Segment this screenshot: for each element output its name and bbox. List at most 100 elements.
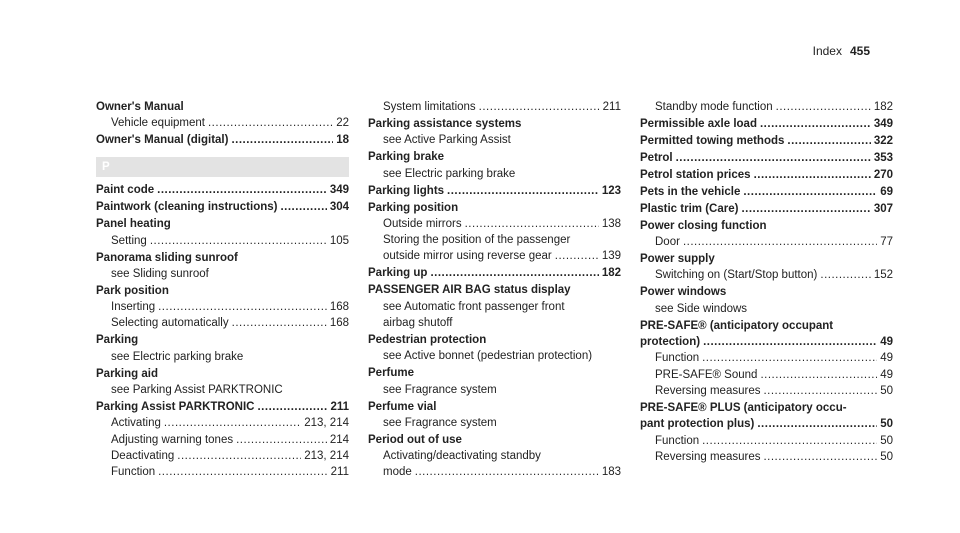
entry-term: Power windows (640, 284, 893, 300)
entry-term-text: Power closing function (640, 219, 767, 232)
entry-term: PRE-SAFE® (anticipatory occupant (640, 318, 893, 334)
entry-term-text: Parking brake (368, 151, 445, 164)
page-ref: 211 (330, 466, 349, 479)
dot-leader (683, 234, 877, 250)
entry-term-text: Permissible axle load (640, 117, 757, 130)
subentry-text: Function (111, 466, 156, 479)
dot-leader (232, 315, 327, 331)
index-entry: Permitted towing methods 322 (640, 133, 893, 150)
entry-term-text: Parking Assist PARKTRONIC (96, 400, 255, 413)
page-ref: 50 (880, 450, 893, 463)
entry-term-text: Permitted towing methods (640, 134, 785, 147)
subentry-text: Standby mode function (655, 101, 773, 113)
entry-term: Plastic trim (Care) 307 (640, 201, 893, 217)
subentry-text: see Fragrance system (383, 416, 497, 429)
subentry-text: Reversing measures (655, 384, 761, 397)
index-entry: Standby mode function 182 (640, 99, 893, 116)
entry-term-text: Pedestrian protection (368, 333, 487, 346)
subentry: Outside mirrors 138 (368, 216, 621, 232)
subentry: Setting 105 (96, 233, 349, 249)
entry-term: Pedestrian protection (368, 332, 621, 348)
dot-leader (787, 133, 870, 149)
index-entry: Period out of use Activating/deactivating… (368, 432, 621, 482)
entry-term: Parking aid (96, 366, 349, 382)
page-ref: 183 (601, 466, 621, 479)
subentry-text: Reversing measures (655, 450, 761, 463)
dot-leader (236, 432, 327, 448)
entry-term: Parking brake (368, 149, 621, 165)
dot-leader (776, 99, 871, 115)
entry-term-text: pant protection plus) (640, 418, 755, 431)
subentry-text: see Active Parking Assist (383, 134, 511, 147)
dot-leader (415, 464, 599, 480)
entry-term: Permitted towing methods 322 (640, 133, 893, 149)
index-entry: Parking up 182 (368, 265, 621, 282)
subentry-text: airbag shutoff (383, 316, 453, 329)
subentry-text: Switching on (Start/Stop button) (655, 269, 818, 282)
entry-term: Parking (96, 332, 349, 348)
dot-leader (820, 267, 870, 283)
entry-gap (368, 481, 621, 482)
subentry: Reversing measures 50 (640, 449, 893, 465)
entry-term: Parking up 182 (368, 265, 621, 281)
dot-leader (158, 464, 328, 480)
index-entry: Paintwork (cleaning instructions) 304 (96, 199, 349, 216)
index-entry: Power closing function Door 77 (640, 218, 893, 251)
entry-term-text: Power supply (640, 253, 715, 266)
page-ref: 49 (880, 352, 893, 365)
index-entry: Plastic trim (Care) 307 (640, 201, 893, 218)
dot-leader (763, 383, 877, 399)
subentry: see Fragrance system (368, 382, 621, 398)
dot-leader (479, 99, 600, 115)
page-ref: 152 (873, 269, 893, 282)
entry-term: pant protection plus) 50 (640, 416, 893, 432)
subentry: Inserting 168 (96, 299, 349, 315)
entry-term-text: Perfume (368, 367, 415, 380)
entry-term-text: Petrol station prices (640, 168, 751, 181)
entry-term: Parking Assist PARKTRONIC 211 (96, 399, 349, 415)
subentry: outside mirror using reverse gear 139 (368, 248, 621, 264)
entry-term-text: Period out of use (368, 433, 462, 446)
entry-gap (96, 480, 349, 481)
page-ref: 213, 214 (304, 417, 349, 430)
subentry: see Fragrance system (368, 415, 621, 431)
index-entry: Parking see Electric parking brake (96, 332, 349, 365)
page-ref: 322 (873, 134, 893, 147)
entry-term-text: Perfume vial (368, 400, 437, 413)
page-ref: 168 (329, 317, 349, 330)
index-entry: Parking position Outside mirrors 138 Storin… (368, 200, 621, 266)
dot-leader (702, 433, 877, 449)
entry-term-text: Paintwork (cleaning instructions) (96, 201, 278, 214)
index-entry: Perfume see Fragrance system (368, 365, 621, 398)
header-title: Index (812, 44, 842, 58)
subentry-text: Function (655, 434, 700, 447)
entry-gap (640, 465, 893, 466)
subentry: see Parking Assist PARKTRONIC (96, 382, 349, 398)
page-ref: 50 (880, 418, 893, 431)
entry-term-text: Petrol (640, 151, 673, 164)
page-ref: 49 (880, 368, 893, 381)
entry-term-text: PRE-SAFE® PLUS (anticipatory occu- (640, 401, 847, 414)
subentry-text: mode (383, 466, 412, 479)
index-entry: Parking Assist PARKTRONIC 211 Activating 21… (96, 399, 349, 481)
subentry-text: Outside mirrors (383, 217, 462, 230)
index-entry: Pedestrian protection see Active bonnet (… (368, 332, 621, 365)
subentry-text: Function (655, 352, 700, 365)
dot-leader (763, 449, 877, 465)
subentry: see Automatic front passenger front (368, 299, 621, 315)
dot-leader (447, 183, 599, 199)
entry-term: Power closing function (640, 218, 893, 234)
subentry-text: Setting (111, 234, 147, 247)
entry-term: Power supply (640, 251, 893, 267)
subentry: see Electric parking brake (96, 349, 349, 365)
subentry-text: see Electric parking brake (383, 167, 516, 180)
entry-term: Owner's Manual (96, 99, 349, 115)
dot-leader (702, 350, 877, 366)
subentry-text: see Side windows (655, 302, 748, 315)
subentry-text: System limitations (383, 101, 476, 113)
entry-term-text: Power windows (640, 286, 727, 299)
dot-leader (280, 199, 326, 215)
section-header: P (96, 157, 349, 178)
entry-term: Petrol station prices 270 (640, 167, 893, 183)
